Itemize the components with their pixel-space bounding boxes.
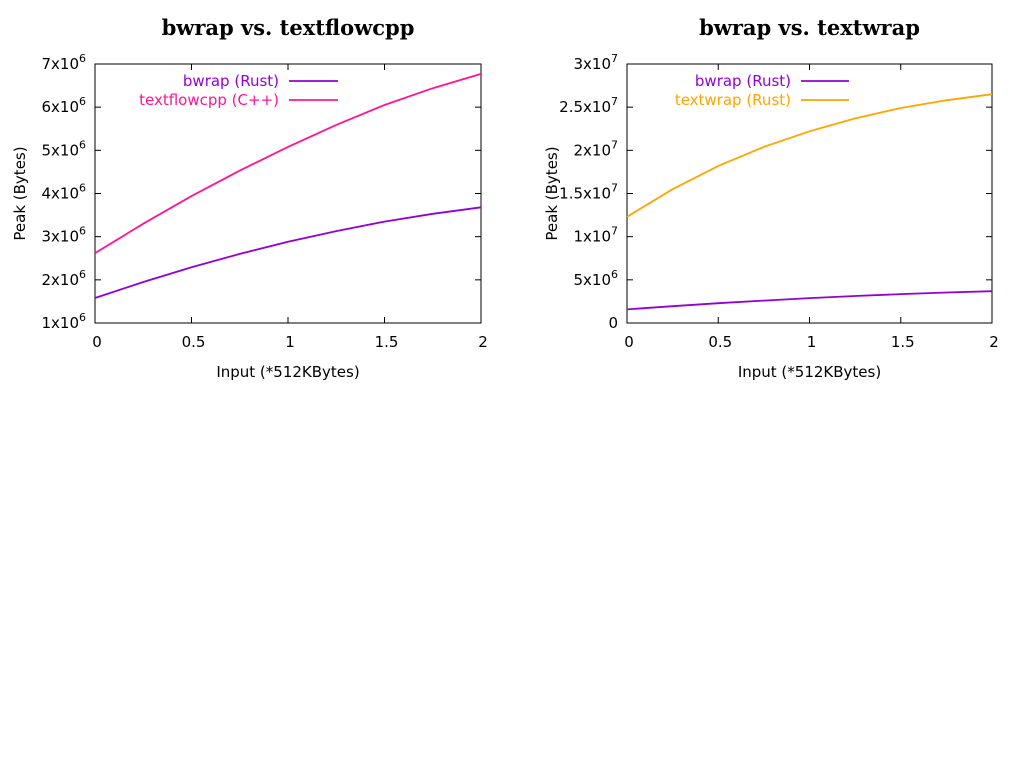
y-tick-label: 1.5x107 xyxy=(559,182,618,203)
series-line-1 xyxy=(94,206,482,299)
series-line-2 xyxy=(94,73,482,254)
y-axis-label: Peak (Bytes) xyxy=(543,146,561,240)
chart-panel-1: bwrap vs. textflowcpp 0 0.5 1 1.5 2 1x106 2x106… xyxy=(11,15,488,381)
series-line-1 xyxy=(626,290,993,311)
y-tick-label: 5x106 xyxy=(41,138,86,159)
x-tick-label: 1.5 xyxy=(891,333,915,351)
legend-label-1: bwrap (Rust) xyxy=(183,72,279,90)
series-line-2 xyxy=(626,93,993,218)
x-tick-label: 0.5 xyxy=(708,333,732,351)
y-tick-label: 5x106 xyxy=(573,268,618,289)
y-tick-label: 2.5x107 xyxy=(559,95,618,116)
y-tick-label: 4x106 xyxy=(41,182,86,203)
x-tick-label: 1.5 xyxy=(375,333,399,351)
y-axis-label: Peak (Bytes) xyxy=(11,146,29,240)
legend-label-1: bwrap (Rust) xyxy=(695,72,791,90)
chart-title: bwrap vs. textwrap xyxy=(699,15,920,40)
x-axis-label: Input (*512KBytes) xyxy=(738,363,881,381)
y-tick-label: 2x106 xyxy=(41,268,86,289)
y-tick-label: 1x107 xyxy=(573,225,618,246)
y-tick-label: 3x106 xyxy=(41,225,86,246)
x-tick-label: 1 xyxy=(807,333,817,351)
x-tick-label: 2 xyxy=(989,333,999,351)
y-tick-label: 2x107 xyxy=(573,138,618,159)
chart-title: bwrap vs. textflowcpp xyxy=(162,15,415,40)
y-tick-label: 1x106 xyxy=(41,311,86,332)
x-tick-label: 0.5 xyxy=(182,333,206,351)
x-axis-label: Input (*512KBytes) xyxy=(216,363,359,381)
legend-label-2: textwrap (Rust) xyxy=(675,91,791,109)
x-tick-label: 0 xyxy=(92,333,102,351)
y-tick-label: 3x107 xyxy=(573,52,618,73)
y-tick-label: 6x106 xyxy=(41,95,86,116)
legend-label-2: textflowcpp (C++) xyxy=(139,91,279,109)
x-tick-label: 0 xyxy=(624,333,634,351)
y-tick-label: 0 xyxy=(608,314,618,332)
y-tick-label: 7x106 xyxy=(41,52,86,73)
x-tick-label: 1 xyxy=(285,333,295,351)
chart-panel-2: bwrap vs. textwrap 0 0.5 1 1.5 2 0 5x106 1x107 1.… xyxy=(543,15,999,381)
x-tick-label: 2 xyxy=(478,333,488,351)
